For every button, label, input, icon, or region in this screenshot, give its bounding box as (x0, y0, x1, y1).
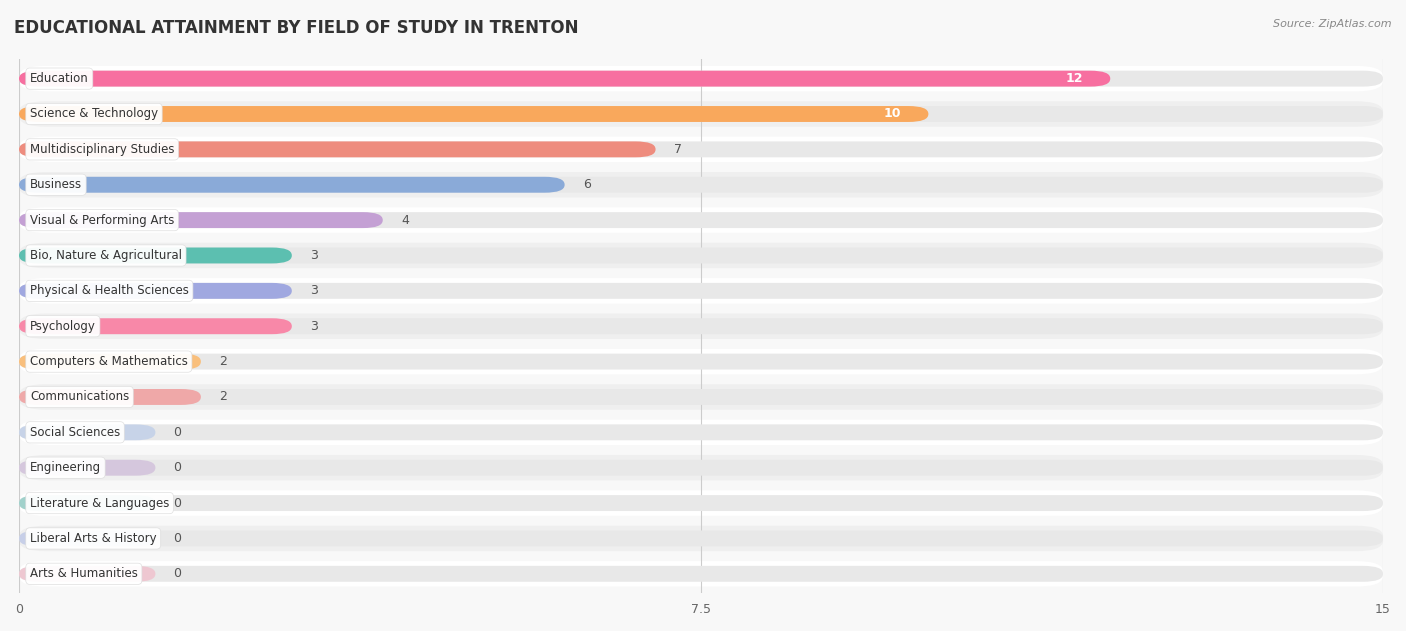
FancyBboxPatch shape (20, 172, 1384, 198)
Text: Education: Education (30, 72, 89, 85)
FancyBboxPatch shape (20, 71, 1384, 86)
Text: Communications: Communications (30, 391, 129, 403)
FancyBboxPatch shape (20, 389, 1384, 405)
Text: Social Sciences: Social Sciences (30, 426, 120, 439)
Text: 0: 0 (173, 426, 181, 439)
FancyBboxPatch shape (20, 425, 156, 440)
FancyBboxPatch shape (20, 566, 1384, 582)
Text: 12: 12 (1066, 72, 1083, 85)
Text: Physical & Health Sciences: Physical & Health Sciences (30, 285, 188, 297)
Text: Psychology: Psychology (30, 320, 96, 333)
FancyBboxPatch shape (20, 526, 1384, 551)
FancyBboxPatch shape (20, 243, 1384, 268)
FancyBboxPatch shape (20, 495, 1384, 511)
FancyBboxPatch shape (20, 425, 1384, 440)
FancyBboxPatch shape (20, 106, 928, 122)
Text: Arts & Humanities: Arts & Humanities (30, 567, 138, 581)
Text: 0: 0 (173, 461, 181, 475)
Text: 0: 0 (173, 497, 181, 510)
FancyBboxPatch shape (20, 531, 156, 546)
Text: Visual & Performing Arts: Visual & Performing Arts (30, 214, 174, 227)
FancyBboxPatch shape (20, 141, 655, 157)
FancyBboxPatch shape (20, 318, 1384, 334)
Text: Bio, Nature & Agricultural: Bio, Nature & Agricultural (30, 249, 181, 262)
Text: 2: 2 (219, 355, 226, 368)
FancyBboxPatch shape (20, 212, 1384, 228)
Text: 2: 2 (219, 391, 226, 403)
FancyBboxPatch shape (20, 71, 1111, 86)
Text: Source: ZipAtlas.com: Source: ZipAtlas.com (1274, 19, 1392, 29)
FancyBboxPatch shape (20, 66, 1384, 91)
FancyBboxPatch shape (20, 283, 1384, 299)
Text: 3: 3 (309, 249, 318, 262)
FancyBboxPatch shape (20, 495, 156, 511)
Text: Literature & Languages: Literature & Languages (30, 497, 169, 510)
Text: 10: 10 (883, 107, 901, 121)
Text: 3: 3 (309, 320, 318, 333)
Text: 0: 0 (173, 567, 181, 581)
FancyBboxPatch shape (20, 318, 292, 334)
FancyBboxPatch shape (20, 455, 1384, 480)
FancyBboxPatch shape (20, 141, 1384, 157)
FancyBboxPatch shape (20, 566, 156, 582)
FancyBboxPatch shape (20, 353, 1384, 370)
Text: Liberal Arts & History: Liberal Arts & History (30, 532, 156, 545)
FancyBboxPatch shape (20, 177, 1384, 192)
Text: Computers & Mathematics: Computers & Mathematics (30, 355, 188, 368)
Text: 6: 6 (583, 178, 591, 191)
FancyBboxPatch shape (20, 349, 1384, 374)
FancyBboxPatch shape (20, 247, 292, 263)
Text: Engineering: Engineering (30, 461, 101, 475)
FancyBboxPatch shape (20, 561, 1384, 587)
FancyBboxPatch shape (20, 384, 1384, 410)
FancyBboxPatch shape (20, 353, 201, 370)
FancyBboxPatch shape (20, 460, 1384, 476)
FancyBboxPatch shape (20, 177, 565, 192)
FancyBboxPatch shape (20, 278, 1384, 304)
FancyBboxPatch shape (20, 389, 201, 405)
FancyBboxPatch shape (20, 247, 1384, 263)
Text: 3: 3 (309, 285, 318, 297)
Text: 0: 0 (173, 532, 181, 545)
FancyBboxPatch shape (20, 101, 1384, 127)
FancyBboxPatch shape (20, 420, 1384, 445)
Text: Business: Business (30, 178, 82, 191)
Text: 4: 4 (401, 214, 409, 227)
FancyBboxPatch shape (20, 283, 292, 299)
FancyBboxPatch shape (20, 314, 1384, 339)
FancyBboxPatch shape (20, 208, 1384, 233)
FancyBboxPatch shape (20, 137, 1384, 162)
Text: 7: 7 (673, 143, 682, 156)
Text: Multidisciplinary Studies: Multidisciplinary Studies (30, 143, 174, 156)
FancyBboxPatch shape (20, 106, 1384, 122)
Text: EDUCATIONAL ATTAINMENT BY FIELD OF STUDY IN TRENTON: EDUCATIONAL ATTAINMENT BY FIELD OF STUDY… (14, 19, 578, 37)
Text: Science & Technology: Science & Technology (30, 107, 157, 121)
FancyBboxPatch shape (20, 460, 156, 476)
FancyBboxPatch shape (20, 490, 1384, 516)
FancyBboxPatch shape (20, 212, 382, 228)
FancyBboxPatch shape (20, 531, 1384, 546)
